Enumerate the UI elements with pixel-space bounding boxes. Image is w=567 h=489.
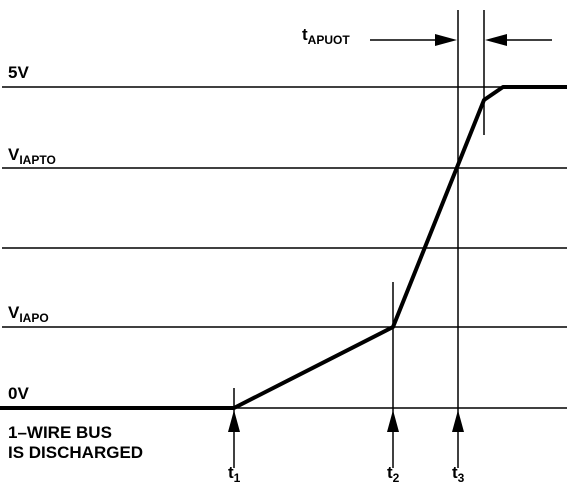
label-text: t (302, 25, 308, 44)
note-line: 1–WIRE BUS (8, 423, 112, 442)
level-label: VIAPTO (8, 145, 56, 167)
labels: 5V VIAPTO VIAPO 0V 1–WIRE BUS IS DISCHAR… (8, 25, 465, 485)
time-label: t2 (387, 463, 400, 485)
label-subscript: APUOT (308, 33, 351, 47)
label-text: 5V (8, 63, 29, 82)
level-lines (2, 86, 567, 409)
label-subscript: IAPO (19, 311, 48, 325)
label-text: V (8, 145, 20, 164)
arrow-head (485, 34, 507, 46)
label-text: V (8, 303, 20, 322)
arrow-head (228, 410, 240, 432)
level-label: VIAPO (8, 303, 49, 325)
level-label: 5V (8, 63, 29, 82)
arrow-head (435, 34, 457, 46)
label-subscript: IAPTO (19, 153, 55, 167)
label-text: t (228, 463, 234, 482)
interval-label: tAPUOT (302, 25, 350, 47)
note-line: IS DISCHARGED (8, 443, 143, 462)
label-subscript: 1 (234, 471, 241, 485)
time-label: t1 (228, 463, 241, 485)
waveform (0, 85, 567, 410)
label-subscript: 2 (393, 471, 400, 485)
arrow-head (452, 410, 464, 432)
label-text: t (452, 463, 458, 482)
time-markers (228, 10, 552, 468)
arrow-head (387, 410, 399, 432)
label-subscript: 3 (458, 471, 465, 485)
label-text: t (387, 463, 393, 482)
label-text: 0V (8, 384, 29, 403)
level-label: 0V (8, 384, 29, 403)
time-label: t3 (452, 463, 465, 485)
